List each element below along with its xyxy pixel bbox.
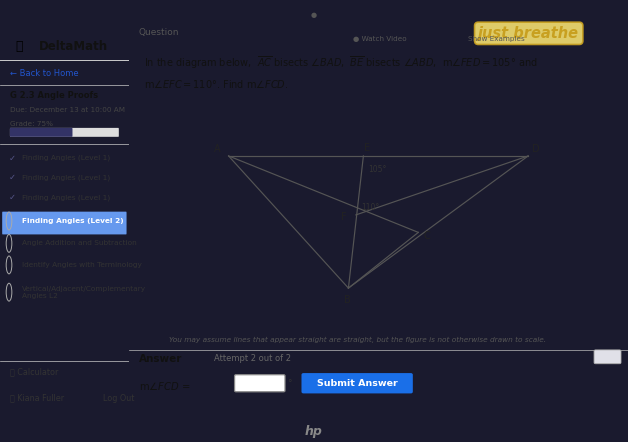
Text: Vertical/Adjacent/Complementary
Angles L2: Vertical/Adjacent/Complementary Angles L… [22,286,146,299]
Text: Angle Addition and Subtraction: Angle Addition and Subtraction [22,240,137,246]
Text: G 2.3 Angle Proofs: G 2.3 Angle Proofs [10,91,99,100]
Text: Show Examples: Show Examples [468,36,525,42]
Text: Log Out: Log Out [103,394,134,403]
Text: C: C [424,231,431,240]
Text: Attempt 2 out of 2: Attempt 2 out of 2 [214,354,291,363]
Text: ● Watch Video: ● Watch Video [354,36,407,42]
Text: Submit Answer: Submit Answer [317,379,398,388]
FancyBboxPatch shape [2,212,127,234]
Text: Finding Angles (Level 1): Finding Angles (Level 1) [22,194,110,201]
Text: Finding Angles (Level 2): Finding Angles (Level 2) [22,218,124,224]
Text: m$\angle FCD$ =: m$\angle FCD$ = [139,381,190,392]
Text: ← Back to Home: ← Back to Home [10,69,79,77]
Text: ●: ● [311,12,317,19]
FancyBboxPatch shape [10,128,72,137]
Text: Question: Question [139,28,179,37]
Text: Identify Angles with Terminology: Identify Angles with Terminology [22,262,142,268]
Text: ✓: ✓ [9,193,16,202]
Text: DeltaMath: DeltaMath [38,40,108,53]
Text: In the diagram below,  $\overline{AC}$ bisects $\angle BAD$,  $\overline{BE}$ bi: In the diagram below, $\overline{AC}$ bi… [144,54,538,90]
Text: 110°: 110° [361,202,379,212]
FancyBboxPatch shape [235,375,285,392]
Text: Finding Angles (Level 1): Finding Angles (Level 1) [22,155,110,161]
Text: Finding Angles (Level 1): Finding Angles (Level 1) [22,174,110,181]
Text: You may assume lines that appear straight are straight, but the figure is not ot: You may assume lines that appear straigh… [169,337,546,343]
Text: 105°: 105° [369,165,387,174]
Text: 🎓: 🎓 [16,40,23,53]
Text: ✓: ✓ [9,173,16,182]
FancyBboxPatch shape [10,128,119,137]
Text: 👤 Kiana Fuller: 👤 Kiana Fuller [10,394,65,403]
Text: Due: December 13 at 10:00 AM: Due: December 13 at 10:00 AM [10,107,126,113]
Text: E: E [364,143,371,153]
Text: hp: hp [305,426,323,438]
Text: Answer: Answer [139,354,182,364]
Text: ✓: ✓ [9,153,16,163]
Text: just breathe: just breathe [479,26,579,41]
Text: 🖳 Calculator: 🖳 Calculator [10,367,58,377]
Text: B: B [344,295,351,305]
FancyBboxPatch shape [301,373,413,393]
Text: F: F [340,212,346,222]
Text: D: D [532,144,539,154]
Text: °: ° [288,379,292,388]
FancyBboxPatch shape [594,350,621,364]
Text: Grade: 75%: Grade: 75% [10,122,53,127]
Text: A: A [214,144,221,154]
